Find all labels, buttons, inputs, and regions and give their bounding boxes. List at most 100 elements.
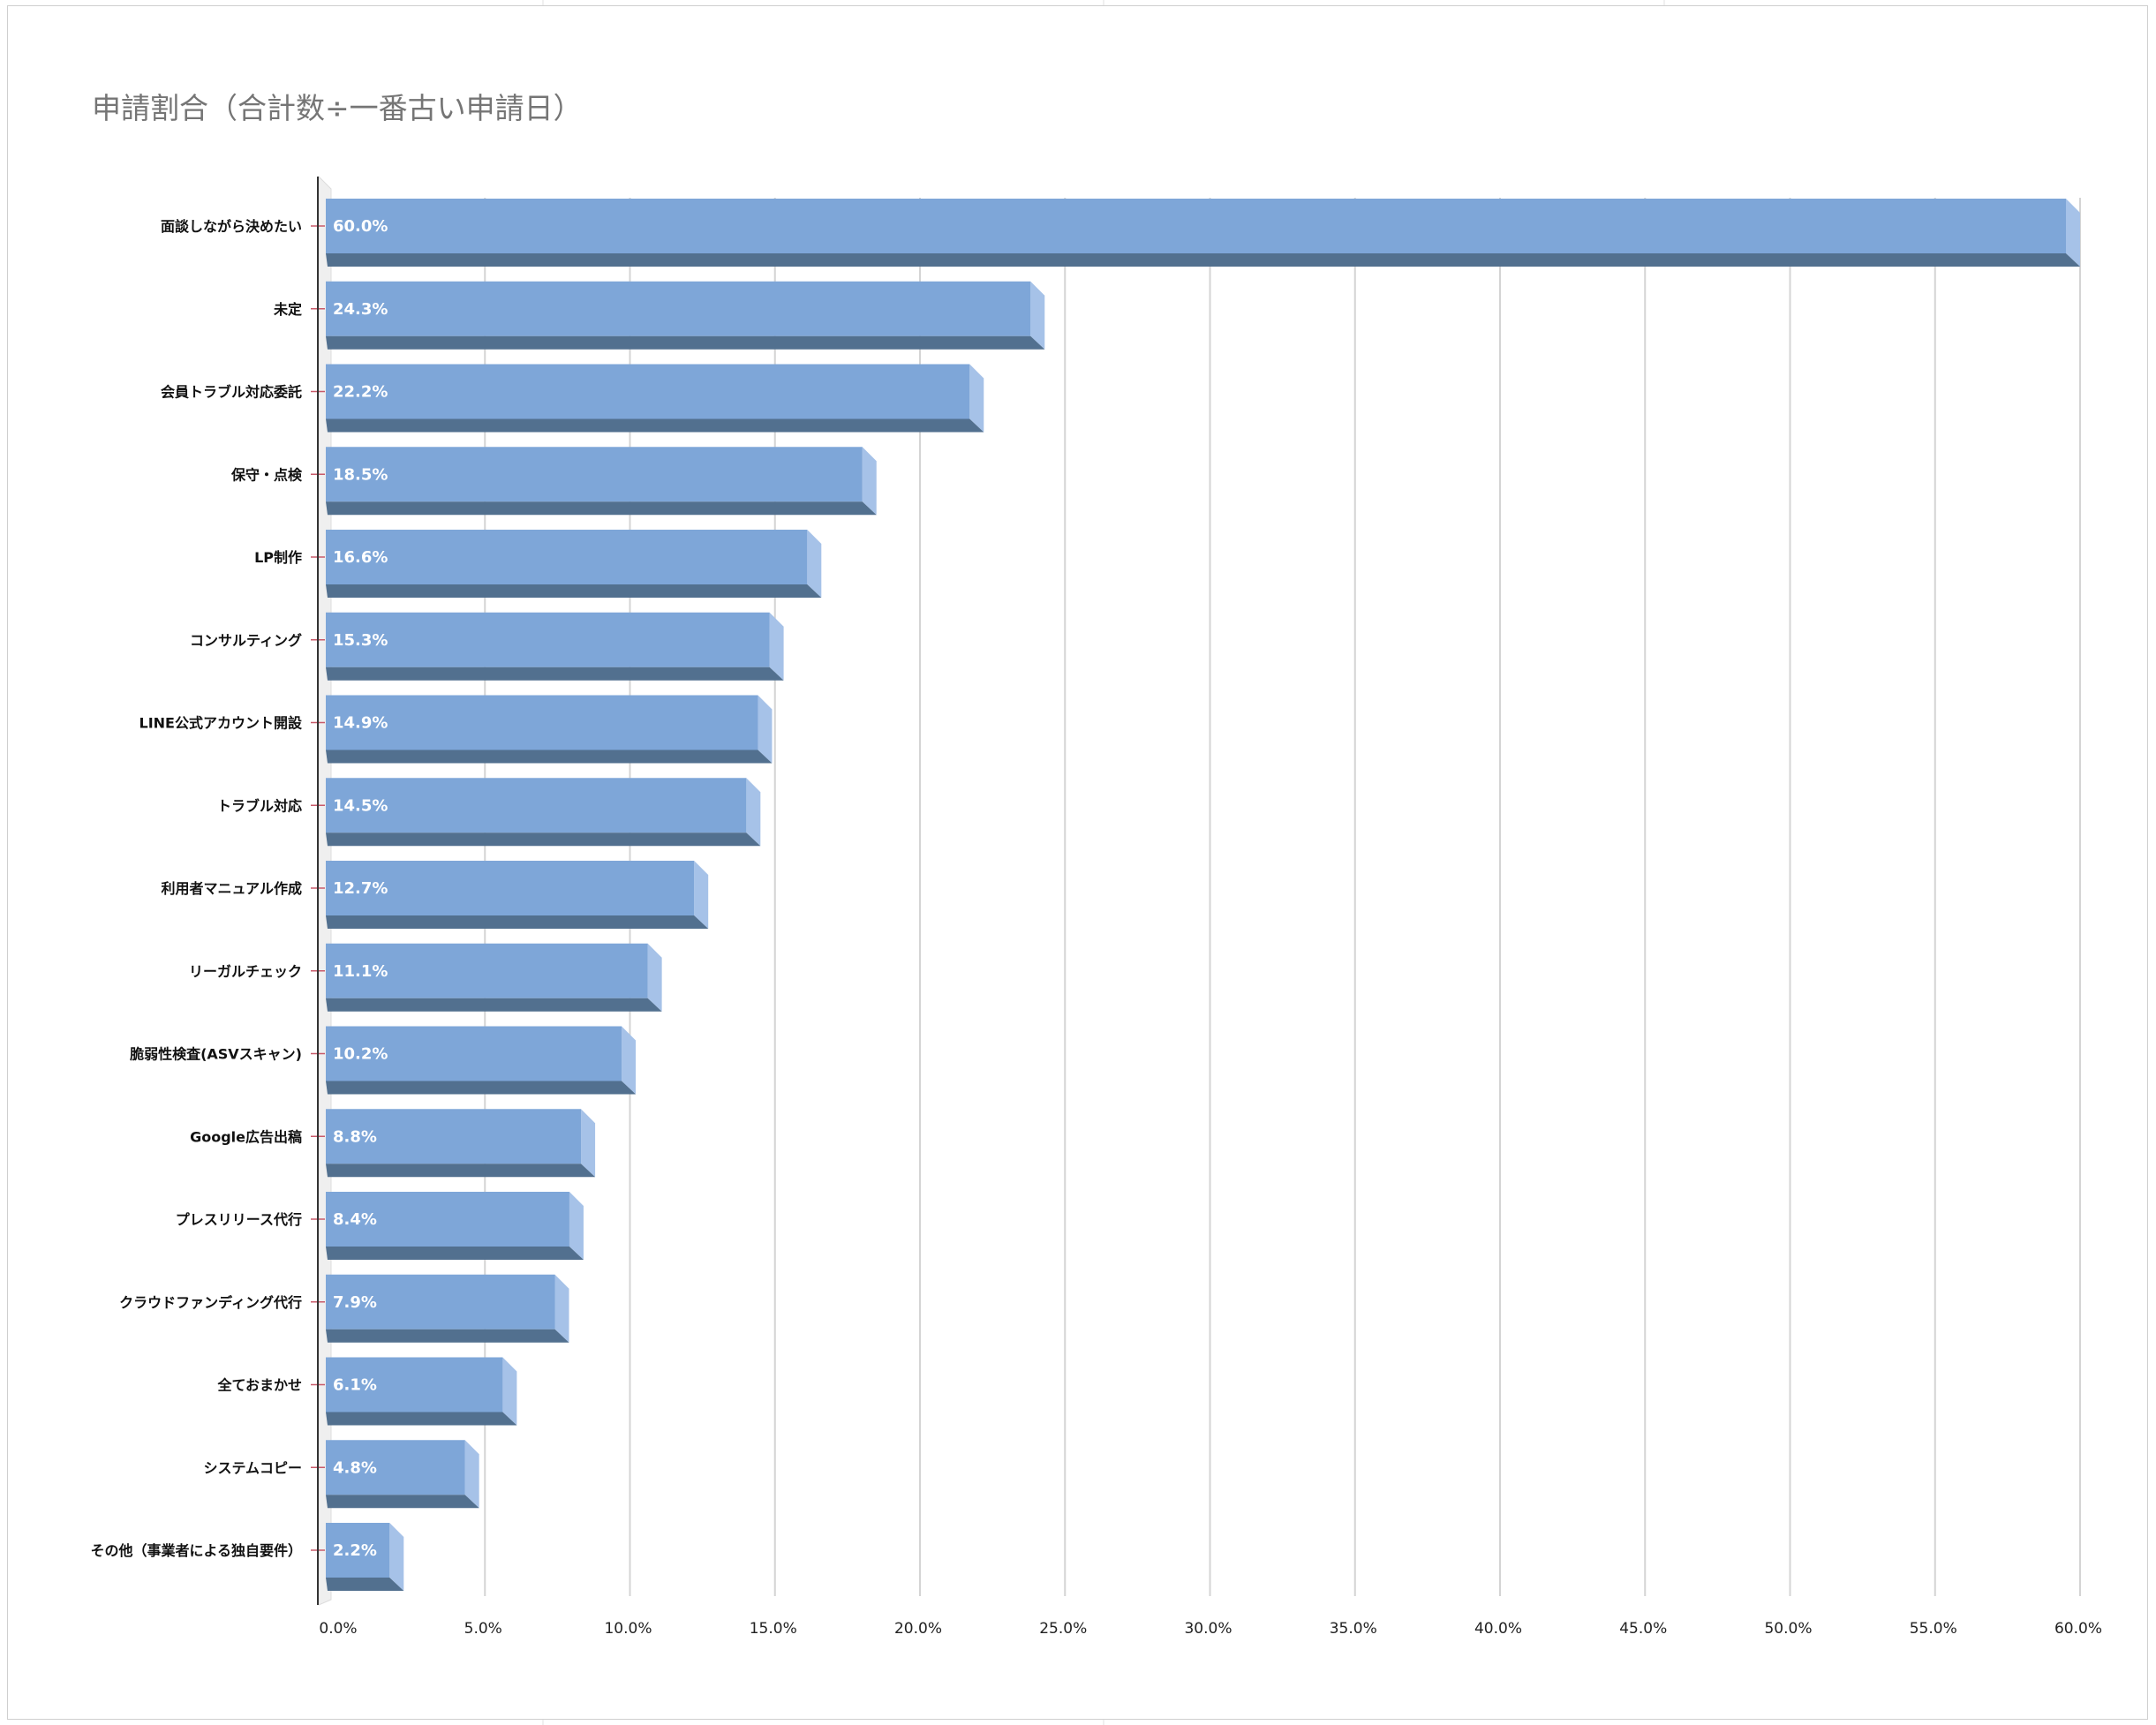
category-label: その他（事業者による独自要件） bbox=[90, 1542, 302, 1559]
bar-side-face bbox=[746, 778, 761, 847]
bar-bottom-face bbox=[326, 750, 773, 764]
bar-side-face bbox=[694, 861, 709, 929]
x-tick-label: 55.0% bbox=[1910, 1620, 1957, 1638]
bar-side-face bbox=[581, 1109, 596, 1178]
x-tick-label: 15.0% bbox=[750, 1620, 797, 1638]
category-label: コンサルティング bbox=[190, 632, 302, 649]
x-tick-label: 40.0% bbox=[1474, 1620, 1522, 1638]
category-label: リーガルチェック bbox=[189, 963, 302, 980]
category-label: 全ておまかせ bbox=[216, 1377, 302, 1394]
bar-front-face bbox=[326, 1109, 582, 1164]
bar-front-face bbox=[326, 364, 970, 419]
bar-side-face bbox=[1030, 281, 1045, 350]
bar: 10.2% bbox=[326, 1026, 637, 1095]
bar-bottom-face bbox=[326, 1412, 517, 1426]
bar-data-label: 11.1% bbox=[333, 962, 388, 981]
x-tick-label: 10.0% bbox=[604, 1620, 652, 1638]
bar: 24.3% bbox=[326, 281, 1045, 350]
bar: 60.0% bbox=[326, 199, 2080, 267]
bar-data-label: 15.3% bbox=[333, 631, 388, 650]
bar-front-face bbox=[326, 281, 1031, 336]
bar-side-face bbox=[647, 943, 662, 1012]
bar-data-label: 14.9% bbox=[333, 714, 388, 733]
category-label: 保守・点検 bbox=[230, 466, 303, 483]
bar-side-face bbox=[758, 695, 773, 764]
bar-data-label: 8.4% bbox=[333, 1210, 377, 1229]
bar-side-face bbox=[569, 1192, 584, 1260]
x-tick-label: 45.0% bbox=[1619, 1620, 1667, 1638]
bar-bottom-face bbox=[326, 667, 784, 681]
bar: 7.9% bbox=[326, 1274, 569, 1343]
bar-front-face bbox=[326, 695, 758, 750]
bar-bottom-face bbox=[326, 335, 1045, 350]
x-tick-label: 5.0% bbox=[464, 1620, 502, 1638]
bar-side-face bbox=[807, 530, 822, 598]
bar-front-face bbox=[326, 778, 747, 833]
bar-front-face bbox=[326, 1274, 555, 1330]
bar-data-label: 10.2% bbox=[333, 1045, 388, 1064]
bar-front-face bbox=[326, 530, 808, 584]
bar-bottom-face bbox=[326, 584, 822, 598]
category-label: プレスリリース代行 bbox=[176, 1211, 302, 1228]
bar-side-face bbox=[554, 1274, 569, 1343]
x-axis-tick-labels: 0.0% 5.0% 10.0% 15.0% 20.0% 25.0% 30.0% 35.0% 40… bbox=[319, 1620, 2102, 1638]
bar-data-label: 6.1% bbox=[333, 1376, 377, 1395]
bar-bottom-face bbox=[326, 832, 761, 847]
bar: 8.4% bbox=[326, 1192, 584, 1260]
bar-front-face bbox=[326, 1523, 390, 1578]
x-tick-label: 50.0% bbox=[1764, 1620, 1812, 1638]
bar-front-face bbox=[326, 199, 2066, 253]
bar-data-label: 60.0% bbox=[333, 217, 388, 236]
bar: 6.1% bbox=[326, 1357, 517, 1426]
bar-front-face bbox=[326, 1357, 503, 1412]
bar-data-label: 4.8% bbox=[333, 1458, 377, 1477]
category-label: 未定 bbox=[273, 301, 302, 318]
bar-front-face bbox=[326, 447, 863, 502]
bar: 12.7% bbox=[326, 861, 709, 929]
bar-bottom-face bbox=[326, 418, 984, 433]
bar-front-face bbox=[326, 612, 770, 667]
bar-side-face bbox=[2066, 199, 2080, 267]
category-label: LINE公式アカウント開設 bbox=[139, 715, 303, 732]
x-tick-label: 30.0% bbox=[1184, 1620, 1232, 1638]
bar-data-label: 16.6% bbox=[333, 548, 388, 567]
category-label: トラブル対応 bbox=[217, 797, 302, 814]
bar-front-face bbox=[326, 943, 648, 998]
category-label: Google広告出稿 bbox=[190, 1128, 302, 1145]
bars: 60.0% 24.3% 22.2% 18.5% 16.6% 15.3% 14.9% 14.5%… bbox=[326, 199, 2080, 1591]
bar-front-face bbox=[326, 1192, 569, 1247]
bar: 15.3% bbox=[326, 612, 784, 681]
bar: 22.2% bbox=[326, 364, 984, 433]
bar: 2.2% bbox=[326, 1523, 404, 1591]
bar-data-label: 14.5% bbox=[333, 796, 388, 815]
category-label: 面談しながら決めたい bbox=[161, 218, 302, 235]
bar-bottom-face bbox=[326, 501, 877, 516]
bar-bottom-face bbox=[326, 915, 709, 929]
bar-bottom-face bbox=[326, 1247, 584, 1260]
bar: 14.9% bbox=[326, 695, 773, 764]
bar-bottom-face bbox=[326, 1081, 637, 1095]
bar-side-face bbox=[389, 1523, 404, 1591]
category-label: 会員トラブル対応委託 bbox=[161, 384, 302, 401]
x-tick-label: 25.0% bbox=[1039, 1620, 1087, 1638]
bar-data-label: 7.9% bbox=[333, 1293, 377, 1312]
x-tick-label: 0.0% bbox=[319, 1620, 357, 1638]
category-label: クラウドファンディング代行 bbox=[119, 1294, 302, 1311]
category-label: システムコピー bbox=[203, 1459, 302, 1476]
bar-data-label: 12.7% bbox=[333, 879, 388, 898]
bar-data-label: 8.8% bbox=[333, 1127, 377, 1146]
bar: 11.1% bbox=[326, 943, 662, 1012]
category-label: LP制作 bbox=[254, 549, 302, 566]
bar-bottom-face bbox=[326, 998, 662, 1012]
chart-title: 申請割合（合計数÷一番古い申請日） bbox=[92, 91, 583, 125]
bar-front-face bbox=[326, 1026, 622, 1081]
bar-data-label: 22.2% bbox=[333, 383, 388, 402]
bar: 8.8% bbox=[326, 1109, 596, 1178]
bar-bottom-face bbox=[326, 1495, 479, 1509]
x-tick-label: 60.0% bbox=[2054, 1620, 2102, 1638]
bar-bottom-face bbox=[326, 1164, 596, 1178]
bar-side-face bbox=[769, 612, 784, 681]
bar: 18.5% bbox=[326, 447, 877, 516]
